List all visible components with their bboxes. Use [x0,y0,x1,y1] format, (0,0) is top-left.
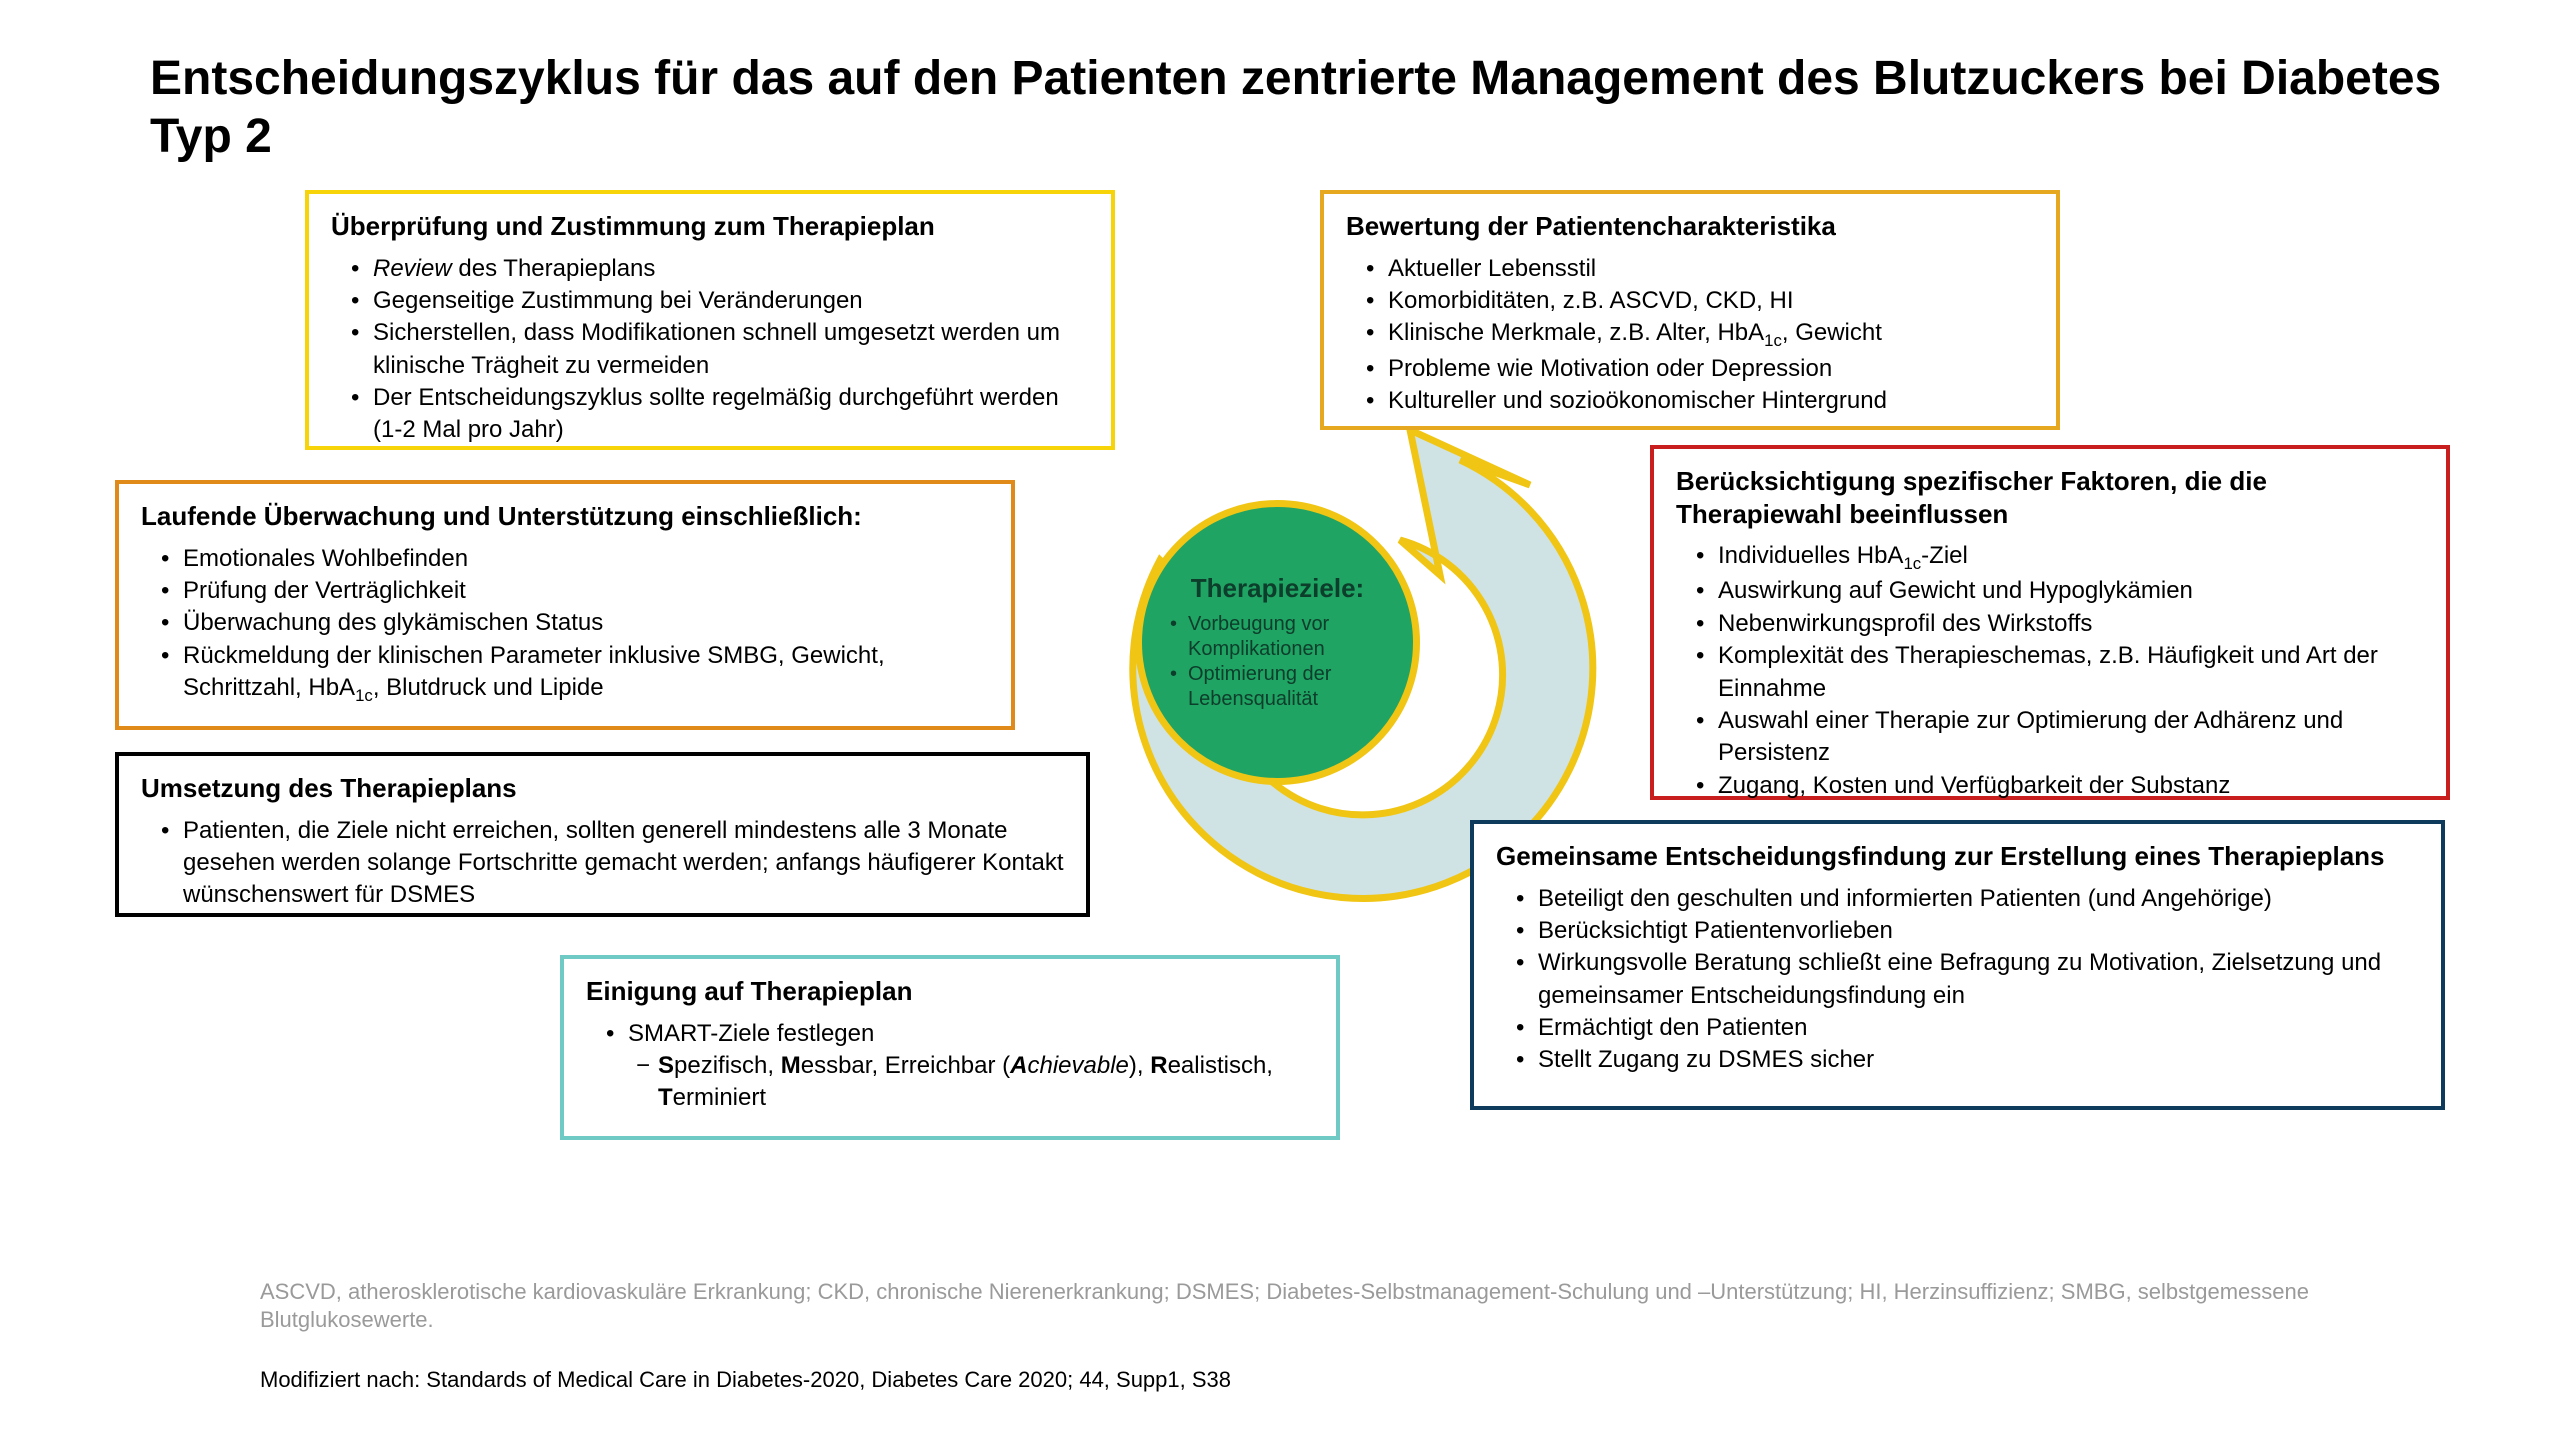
list-item: Komplexität des Therapieschemas, z.B. Hä… [1696,640,2424,705]
list-item: Klinische Merkmale, z.B. Alter, HbA1c, G… [1366,317,2034,352]
list-item: Berücksichtigt Patientenvorlieben [1516,915,2419,947]
box-monitoring-title: Laufende Überwachung und Unterstützung e… [141,500,989,533]
box-factors-list: Individuelles HbA1c-ZielAuswirkung auf G… [1676,540,2424,802]
box-review-title: Überprüfung und Zustimmung zum Therapiep… [331,210,1089,243]
box-shared: Gemeinsame Entscheidungsfindung zur Erst… [1470,820,2445,1110]
box-implement-list: Patienten, die Ziele nicht erreichen, so… [141,815,1064,912]
list-item: Vorbeugung vor Komplikationen [1170,612,1393,662]
box-shared-list: Beteiligt den geschulten und informierte… [1496,883,2419,1077]
list-item: Ermächtigt den Patienten [1516,1012,2419,1044]
box-monitoring-list: Emotionales WohlbefindenPrüfung der Vert… [141,543,989,708]
list-item: Individuelles HbA1c-Ziel [1696,540,2424,575]
abbreviations: ASCVD, atherosklerotische kardiovaskulär… [260,1278,2460,1335]
list-item: Optimierung der Lebensqualität [1170,662,1393,712]
box-review: Überprüfung und Zustimmung zum Therapiep… [305,190,1115,450]
page-title: Entscheidungszyklus für das auf den Pati… [150,50,2460,165]
list-item: Sicherstellen, dass Modifikationen schne… [351,317,1089,382]
list-item: Komorbiditäten, z.B. ASCVD, CKD, HI [1366,285,2034,317]
box-factors: Berücksichtigung spezifischer Faktoren, … [1650,445,2450,800]
box-agree-sub: Spezifisch, Messbar, Erreichbar (Achieva… [636,1050,1314,1115]
box-patient-chars-title: Bewertung der Patientencharakteristika [1346,210,2034,243]
box-agree: Einigung auf Therapieplan SMART-Ziele fe… [560,955,1340,1140]
box-implement: Umsetzung des Therapieplans Patienten, d… [115,752,1090,917]
list-item: Auswahl einer Therapie zur Optimierung d… [1696,705,2424,770]
list-item: Aktueller Lebensstil [1366,253,2034,285]
list-item: Nebenwirkungsprofil des Wirkstoffs [1696,608,2424,640]
box-patient-chars: Bewertung der Patientencharakteristika A… [1320,190,2060,430]
list-item: Kultureller und sozioökonomischer Hinter… [1366,385,2034,417]
list-item: Auswirkung auf Gewicht und Hypoglykämien [1696,575,2424,607]
list-item: Gegenseitige Zustimmung bei Veränderunge… [351,285,1089,317]
list-item: Prüfung der Verträglichkeit [161,575,989,607]
box-factors-title: Berücksichtigung spezifischer Faktoren, … [1676,465,2424,530]
list-item: Wirkungsvolle Beratung schließt eine Bef… [1516,947,2419,1012]
box-monitoring: Laufende Überwachung und Unterstützung e… [115,480,1015,730]
box-agree-list: SMART-Ziele festlegen Spezifisch, Messba… [586,1018,1314,1115]
box-agree-item: SMART-Ziele festlegen [606,1018,1314,1050]
box-patient-chars-list: Aktueller LebensstilKomorbiditäten, z.B.… [1346,253,2034,418]
list-item: Der Entscheidungszyklus sollte regelmäßi… [351,382,1089,447]
box-agree-title: Einigung auf Therapieplan [586,975,1314,1008]
list-item: Zugang, Kosten und Verfügbarkeit der Sub… [1696,770,2424,802]
box-review-list: Review des TherapieplansGegenseitige Zus… [331,253,1089,447]
list-item: Überwachung des glykämischen Status [161,607,989,639]
center-title: Therapieziele: [1191,573,1364,604]
center-list: Vorbeugung vor KomplikationenOptimierung… [1162,612,1393,712]
box-implement-title: Umsetzung des Therapieplans [141,772,1064,805]
list-item: Beteiligt den geschulten und informierte… [1516,883,2419,915]
box-shared-title: Gemeinsame Entscheidungsfindung zur Erst… [1496,840,2419,873]
list-item: Patienten, die Ziele nicht erreichen, so… [161,815,1064,912]
list-item: Rückmeldung der klinischen Parameter ink… [161,640,989,708]
list-item: Stellt Zugang zu DSMES sicher [1516,1044,2419,1076]
center-circle: Therapieziele: Vorbeugung vor Komplikati… [1135,500,1420,785]
list-item: Emotionales Wohlbefinden [161,543,989,575]
list-item: Review des Therapieplans [351,253,1089,285]
list-item: Probleme wie Motivation oder Depression [1366,353,2034,385]
source-citation: Modifiziert nach: Standards of Medical C… [260,1366,2460,1395]
